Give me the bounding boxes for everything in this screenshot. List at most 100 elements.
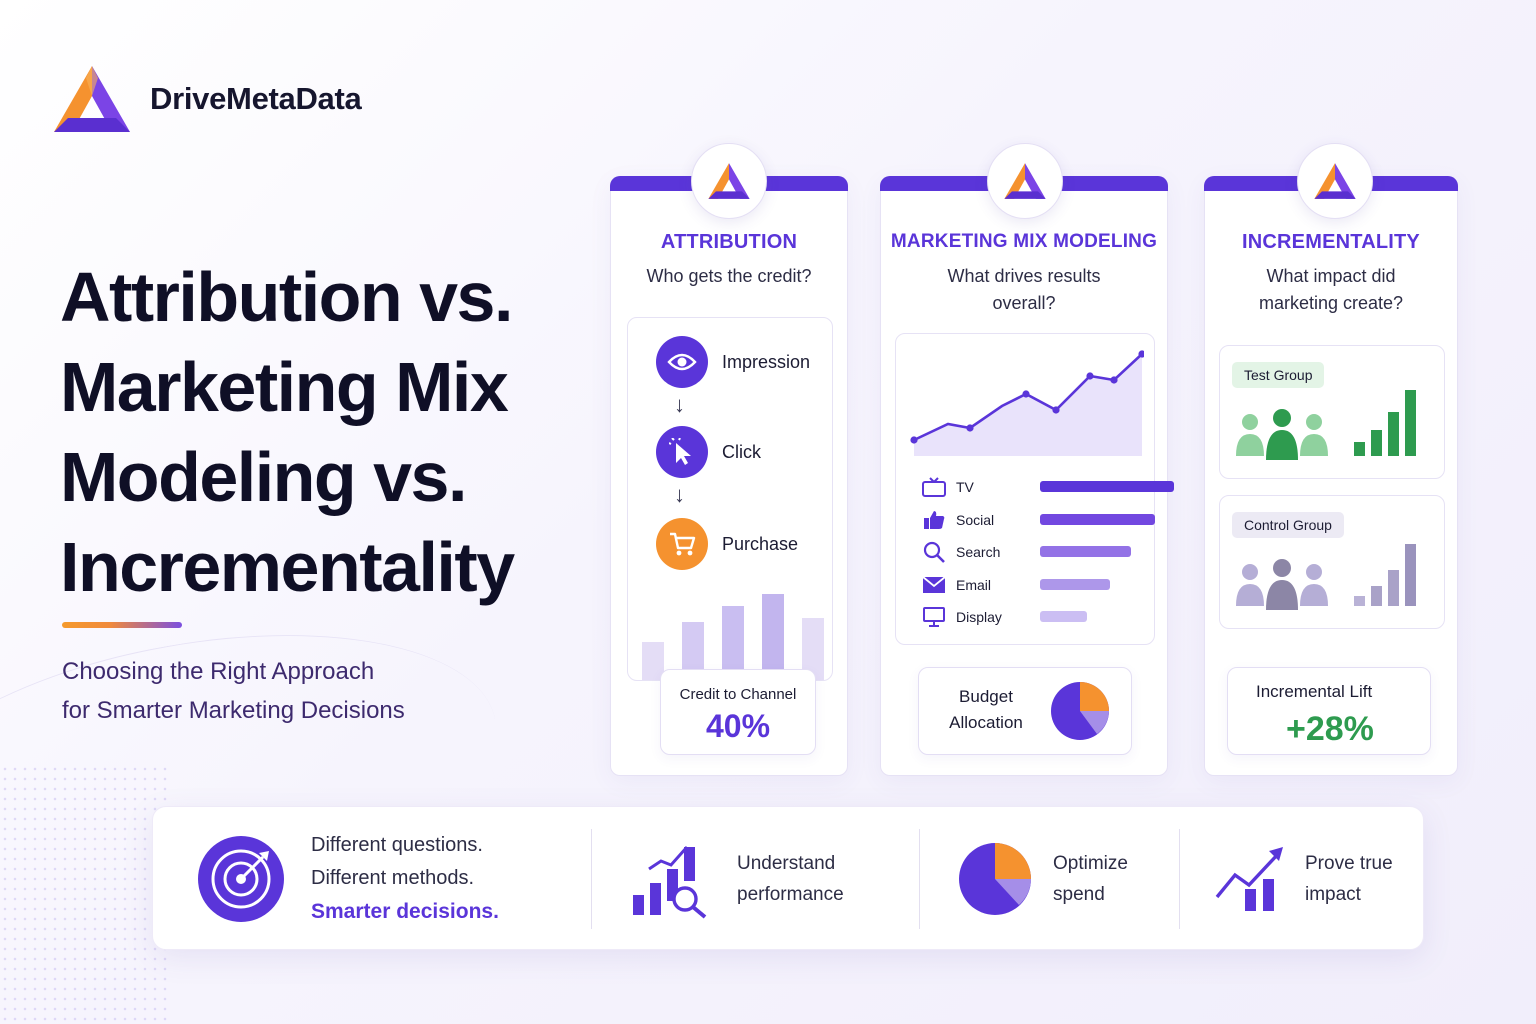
journey-step-label: Impression <box>722 351 811 372</box>
journey-step-click: Click <box>656 426 761 478</box>
search-icon <box>922 541 946 563</box>
budget-allocation-box: Budget Allocation <box>918 667 1132 755</box>
benefit-understand: Understand performance <box>631 807 921 951</box>
cart-icon <box>656 518 708 570</box>
channel-row: Email <box>922 574 1162 596</box>
attribution-bars-chart <box>642 594 824 680</box>
divider <box>1179 829 1180 929</box>
channel-label: TV <box>956 479 974 495</box>
trend-point <box>910 436 918 444</box>
card-logo-badge <box>1297 143 1373 219</box>
decor-bar <box>722 606 744 680</box>
journey-step-impression: Impression <box>656 336 810 388</box>
benefit-line: Optimize <box>1053 853 1128 874</box>
hero-title-line: Incrementality <box>60 528 515 606</box>
hero-subtitle: Choosing the Right Approach for Smarter … <box>62 652 405 730</box>
customer-journey-panel: Impression ↓ Click ↓ Purchase <box>627 317 833 681</box>
benefit-prove: Prove true impact <box>1215 807 1415 951</box>
channel-bar <box>1040 481 1174 492</box>
journey-step-label: Purchase <box>722 533 799 554</box>
channel-row: TV <box>922 476 1174 498</box>
hero-subtitle-line: for Smarter Marketing Decisions <box>62 697 405 724</box>
tagline-section: Different questions. Different methods. … <box>197 807 597 951</box>
tagline-text: Different questions. Different methods. … <box>311 829 499 929</box>
attribution-card: ATTRIBUTION Who gets the credit? Impress… <box>610 143 848 776</box>
journey-step-purchase: Purchase <box>656 518 798 570</box>
channel-bar <box>1040 546 1131 557</box>
card-question-line: marketing create? <box>1258 293 1404 313</box>
credit-value: 40% <box>705 708 771 744</box>
brand-name: DriveMetaData <box>150 81 362 116</box>
logo-icon <box>708 163 750 199</box>
incrementality-card: INCREMENTALITY What impact did marketing… <box>1204 143 1458 776</box>
credit-stat-box: Credit to Channel 40% <box>660 669 816 755</box>
background-dots <box>0 764 170 1024</box>
channel-row: Social <box>922 509 1162 531</box>
lift-stat-box: Incremental Lift +28% <box>1227 667 1431 755</box>
channel-label: Display <box>956 609 1002 625</box>
tagline-emphasis: Smarter decisions. <box>311 900 499 923</box>
target-icon <box>198 836 284 922</box>
benefit-optimize: Optimize spend <box>957 807 1197 951</box>
hero-underline <box>62 622 182 628</box>
cursor-icon <box>656 426 708 478</box>
hero-title-line: Marketing Mix <box>60 348 509 426</box>
logo-icon <box>1314 163 1356 199</box>
benefit-line: performance <box>737 884 844 905</box>
hero-title-line: Modeling vs. <box>60 438 467 516</box>
journey-step-label: Click <box>722 441 761 462</box>
credit-label: Credit to Channel <box>679 686 797 703</box>
pie-chart-icon <box>959 843 1031 915</box>
control-group-panel: Control Group <box>1219 495 1445 629</box>
tv-icon <box>922 476 946 498</box>
trend-point <box>1138 350 1144 358</box>
card-logo-badge <box>691 143 767 219</box>
trend-area <box>914 354 1142 456</box>
card-question-line: overall? <box>992 293 1056 313</box>
card-question-line: What drives results <box>947 266 1101 286</box>
decor-bar <box>642 642 664 680</box>
lift-label: Incremental Lift <box>1256 682 1373 701</box>
trend-point <box>966 424 974 432</box>
trend-point <box>1086 372 1094 380</box>
benefit-line: spend <box>1053 884 1105 905</box>
mmm-card: MARKETING MIX MODELING What drives resul… <box>880 143 1174 776</box>
trend-point <box>1022 390 1030 398</box>
benefit-line: Prove true <box>1305 853 1393 874</box>
chart-magnifier-icon <box>633 846 707 919</box>
card-logo-badge <box>987 143 1063 219</box>
benefit-text: Optimize spend <box>1053 848 1128 910</box>
channel-bar <box>1040 611 1087 622</box>
thumbs-up-icon <box>922 509 946 531</box>
mmm-panel: TV Social Search Email Display <box>895 333 1174 645</box>
benefit-line: impact <box>1305 884 1361 905</box>
arrow-down-icon: ↓ <box>674 392 685 417</box>
benefit-line: Understand <box>737 853 836 874</box>
trend-line-chart <box>910 350 1144 456</box>
hero-title: Attribution vs. Marketing Mix Modeling v… <box>60 252 580 612</box>
hero-title-line: Attribution vs. <box>60 258 513 336</box>
logo-icon <box>1004 163 1046 199</box>
brand: DriveMetaData <box>52 64 362 134</box>
decor-bar <box>682 622 704 680</box>
tagline-line: Different questions. <box>311 834 483 856</box>
card-title: MARKETING MIX MODELING <box>890 231 1158 252</box>
budget-label-line: Budget <box>959 687 1013 706</box>
card-question: What drives results overall? <box>881 263 1167 317</box>
arrow-down-icon: ↓ <box>674 482 685 507</box>
test-group-tag: Test Group <box>1232 362 1325 388</box>
channel-label: Search <box>956 544 1001 560</box>
logo-icon <box>54 66 130 132</box>
budget-label: Budget Allocation <box>941 684 1031 736</box>
growth-bars-icon <box>1354 390 1416 456</box>
divider <box>919 829 920 929</box>
channel-bar <box>1040 578 1110 590</box>
channel-label: Social <box>956 511 995 528</box>
card-question: Who gets the credit? <box>646 266 812 286</box>
people-group-icon <box>1236 409 1328 460</box>
card-question-line: What impact did <box>1266 266 1396 286</box>
test-group-panel: Test Group <box>1219 345 1445 479</box>
benefit-text: Prove true impact <box>1305 848 1393 910</box>
channel-row: Search <box>922 541 1162 563</box>
eye-icon <box>656 336 708 388</box>
